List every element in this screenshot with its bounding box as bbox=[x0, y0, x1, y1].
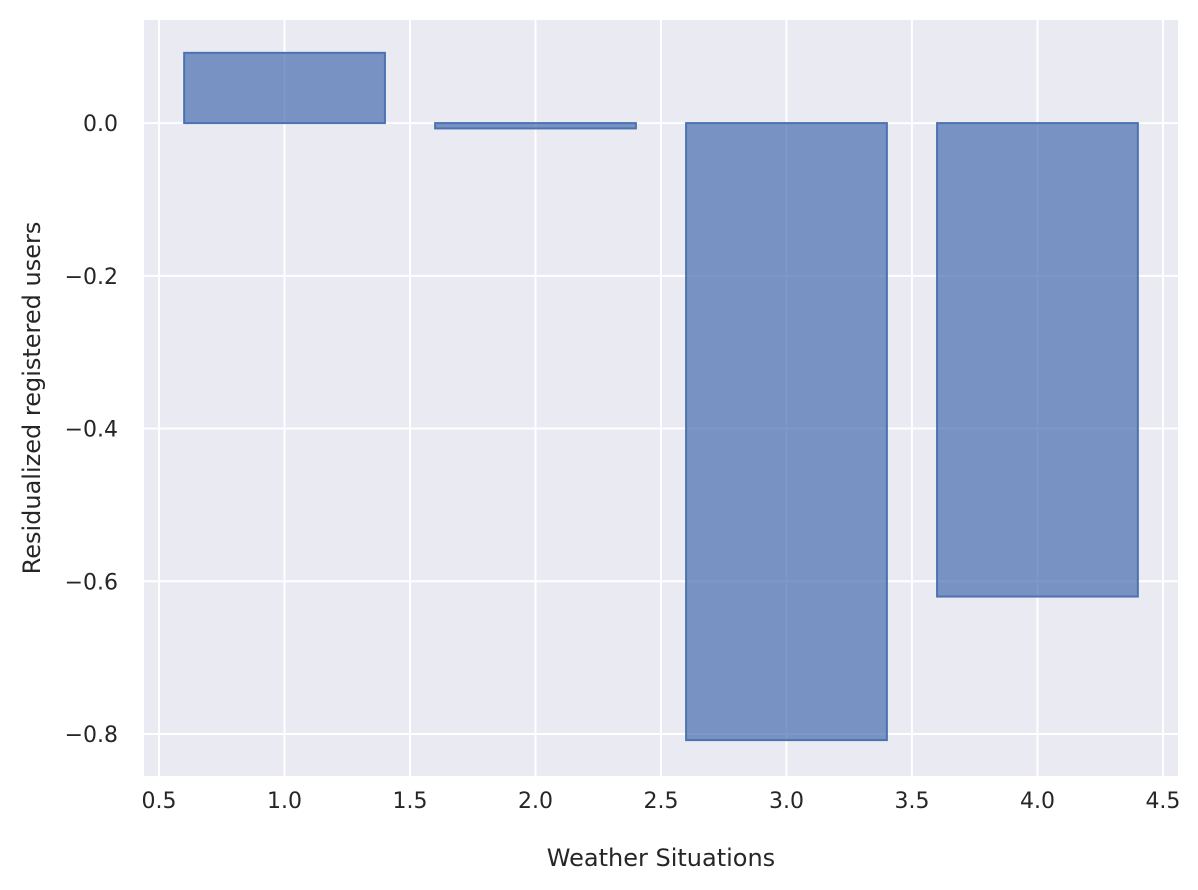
x-tick-label: 4.0 bbox=[1020, 789, 1055, 814]
x-tick-label: 3.0 bbox=[769, 789, 804, 814]
bar-3 bbox=[685, 122, 888, 742]
bar-2 bbox=[434, 122, 637, 130]
x-tick-label: 3.5 bbox=[894, 789, 929, 814]
y-tick-label: −0.8 bbox=[65, 723, 118, 748]
x-axis-label: Weather Situations bbox=[547, 844, 775, 872]
x-tick-label: 1.0 bbox=[267, 789, 302, 814]
x-tick-label: 0.5 bbox=[142, 789, 177, 814]
x-axis-ticks: 0.5 1.0 1.5 2.0 2.5 3.0 3.5 4.0 4.5 bbox=[142, 789, 1181, 814]
y-axis-ticks: 0.0 −0.2 −0.4 −0.6 −0.8 bbox=[65, 112, 118, 748]
y-axis-label: Residualized registered users bbox=[18, 222, 46, 575]
x-tick-label: 2.0 bbox=[518, 789, 553, 814]
bars bbox=[183, 51, 1139, 742]
x-tick-label: 4.5 bbox=[1145, 789, 1180, 814]
y-tick-label: −0.4 bbox=[65, 418, 118, 443]
x-tick-label: 1.5 bbox=[393, 789, 428, 814]
y-tick-label: 0.0 bbox=[83, 112, 118, 137]
bar-1 bbox=[183, 51, 386, 125]
x-tick-label: 2.5 bbox=[644, 789, 679, 814]
bar-4 bbox=[936, 122, 1139, 598]
y-tick-label: −0.6 bbox=[65, 570, 118, 595]
y-tick-label: −0.2 bbox=[65, 265, 118, 290]
